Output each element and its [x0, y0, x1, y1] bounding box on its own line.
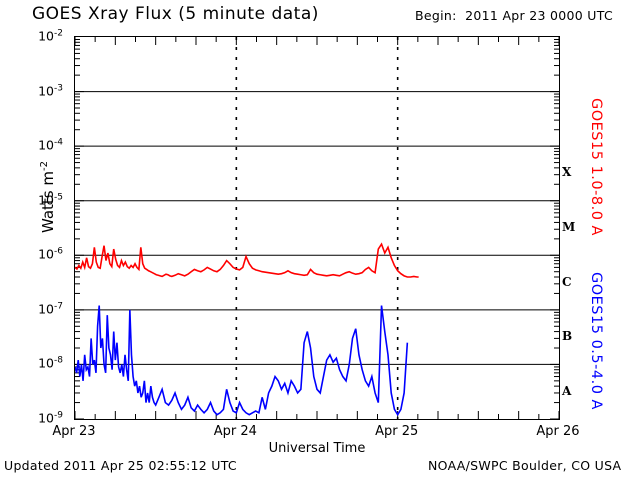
y-tick-label: 10-3 [38, 82, 63, 99]
plot-svg [75, 37, 559, 419]
gridlines [75, 91, 559, 365]
source-credit: NOAA/SWPC Boulder, CO USA [428, 458, 622, 473]
x-axis-title: Universal Time [268, 441, 366, 456]
plot-area [74, 36, 560, 420]
flare-class-A: A [562, 383, 572, 398]
y-tick-label: 10-6 [38, 246, 63, 262]
flare-class-X: X [562, 165, 572, 180]
y-axis-tick-labels: 10-2 10-3 10-4 10-5 10-6 10-7 10-8 10-9 [0, 28, 70, 425]
x-tick-label: Apr 23 [52, 424, 96, 439]
updated-timestamp: Updated 2011 Apr 25 02:55:12 UTC [4, 458, 237, 473]
legend-short-channel: GOES15 0.5-4.0 A [588, 272, 604, 410]
y-tick-label: 10-2 [38, 28, 63, 44]
y-tick-label: 10-9 [38, 410, 63, 426]
day-boundary-lines [235, 37, 399, 419]
begin-time-label: Begin: 2011 Apr 23 0000 UTC [415, 8, 613, 23]
y-tick-label: 10-7 [38, 301, 63, 317]
flare-class-B: B [562, 329, 573, 344]
legend-long-channel: GOES15 1.0-8.0 A [588, 98, 604, 236]
x-tick-label: Apr 25 [375, 424, 419, 439]
flare-class-labels: X M C B A [562, 36, 584, 420]
flare-class-M: M [562, 220, 576, 234]
page-title: GOES Xray Flux (5 minute data) [32, 4, 319, 24]
x-axis-tick-labels: Apr 23 Apr 24 Apr 25 Apr 26 [52, 424, 579, 444]
x-tick-label: Apr 26 [536, 424, 580, 439]
y-tick-label: 10-5 [38, 192, 63, 208]
data-traces [75, 242, 419, 417]
y-tick-label: 10-4 [38, 137, 63, 153]
x-tick-label: Apr 24 [213, 424, 257, 439]
flare-class-C: C [562, 274, 572, 289]
y-tick-label: 10-8 [38, 355, 63, 371]
axis-ticks [75, 37, 559, 419]
